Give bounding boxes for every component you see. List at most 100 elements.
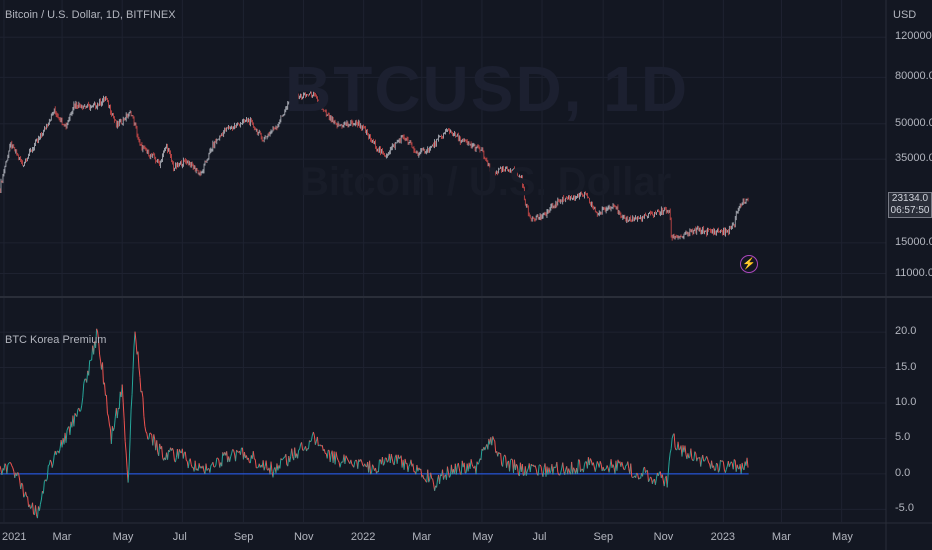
premium-segment bbox=[86, 370, 89, 383]
premium-segment bbox=[572, 467, 575, 475]
premium-segment bbox=[69, 421, 72, 435]
premium-segment bbox=[463, 462, 466, 474]
premium-segment bbox=[88, 360, 91, 376]
premium-segment bbox=[249, 455, 252, 464]
indicator-title[interactable]: BTC Korea Premium bbox=[5, 334, 107, 346]
premium-segment bbox=[684, 445, 687, 455]
premium-segment bbox=[345, 455, 348, 459]
premium-segment bbox=[573, 467, 576, 471]
premium-segment bbox=[3, 463, 6, 471]
lightning-bolt-icon[interactable]: ⚡ bbox=[740, 255, 758, 273]
premium-segment bbox=[145, 431, 148, 434]
premium-segment bbox=[383, 457, 386, 464]
premium-segment bbox=[137, 351, 140, 368]
time-tick-label: 2022 bbox=[350, 531, 376, 543]
premium-segment bbox=[128, 438, 131, 466]
premium-segment bbox=[48, 459, 51, 465]
premium-segment bbox=[595, 461, 598, 468]
premium-segment bbox=[616, 459, 619, 471]
premium-segment bbox=[82, 383, 85, 398]
premium-segment bbox=[661, 474, 664, 481]
premium-segment bbox=[205, 463, 208, 471]
premium-segment bbox=[347, 459, 350, 463]
premium-segment bbox=[310, 440, 312, 443]
symbol-title[interactable]: Bitcoin / U.S. Dollar, 1D, BITFINEX bbox=[5, 9, 176, 21]
currency-label[interactable]: USD bbox=[893, 9, 917, 21]
premium-segment bbox=[364, 463, 367, 467]
time-tick-label: Nov bbox=[293, 531, 314, 543]
premium-segment bbox=[562, 462, 565, 472]
time-tick-label: Jul bbox=[532, 531, 547, 543]
premium-segment bbox=[702, 454, 705, 462]
premium-segment bbox=[460, 460, 463, 475]
premium-segment bbox=[717, 469, 720, 473]
premium-segment bbox=[103, 382, 106, 396]
premium-segment bbox=[695, 453, 698, 462]
premium-segment bbox=[4, 463, 7, 466]
symbol-watermark: BTCUSD, 1D bbox=[285, 53, 690, 125]
premium-segment bbox=[65, 430, 68, 443]
premium-segment bbox=[715, 463, 717, 471]
premium-segment bbox=[129, 409, 132, 439]
premium-segment bbox=[716, 464, 719, 473]
premium-segment bbox=[252, 451, 255, 460]
premium-segment bbox=[542, 467, 545, 477]
premium-segment bbox=[434, 485, 437, 491]
premium-segment bbox=[10, 463, 13, 466]
premium-segment bbox=[310, 434, 313, 441]
premium-segment bbox=[134, 331, 137, 342]
premium-segment bbox=[477, 462, 480, 465]
premium-segment bbox=[548, 467, 551, 474]
premium-segment bbox=[344, 455, 347, 465]
premium-segment bbox=[651, 480, 654, 484]
premium-segment bbox=[18, 474, 21, 481]
premium-segment bbox=[146, 433, 149, 440]
premium-segment bbox=[720, 459, 722, 462]
premium-segment bbox=[239, 448, 242, 455]
premium-segment bbox=[95, 328, 98, 348]
premium-segment bbox=[746, 457, 749, 468]
premium-segment bbox=[158, 443, 161, 456]
premium-segment bbox=[648, 479, 650, 483]
time-tick-label: Mar bbox=[412, 531, 432, 543]
premium-segment bbox=[711, 460, 714, 468]
premium-segment bbox=[439, 474, 442, 485]
premium-segment bbox=[556, 462, 559, 473]
premium-segment bbox=[285, 454, 288, 465]
premium-segment bbox=[171, 448, 174, 452]
premium-segment bbox=[263, 466, 266, 471]
premium-segment bbox=[138, 367, 141, 378]
premium-segment bbox=[668, 452, 671, 462]
premium-segment bbox=[638, 477, 641, 480]
premium-segment bbox=[118, 391, 121, 409]
premium-segment bbox=[121, 384, 124, 403]
premium-segment bbox=[42, 481, 45, 494]
premium-segment bbox=[51, 463, 54, 468]
premium-segment bbox=[700, 459, 703, 467]
premium-segment bbox=[385, 457, 388, 463]
premium-segment bbox=[537, 465, 540, 476]
premium-segment bbox=[445, 466, 448, 480]
price-tick-label: 15000.0 bbox=[895, 235, 932, 248]
premium-segment bbox=[7, 462, 10, 465]
premium-segment bbox=[624, 465, 627, 470]
time-tick-label: Mar bbox=[771, 531, 791, 543]
premium-segment bbox=[391, 458, 394, 464]
premium-segment bbox=[654, 478, 657, 485]
premium-segment bbox=[198, 463, 201, 469]
price-tick-label: 35000.0 bbox=[895, 152, 932, 165]
premium-segment bbox=[131, 369, 134, 395]
premium-segment bbox=[484, 446, 487, 451]
premium-segment bbox=[360, 459, 363, 462]
premium-segment bbox=[247, 457, 250, 463]
premium-segment bbox=[243, 451, 246, 459]
premium-segment bbox=[329, 454, 332, 462]
premium-segment bbox=[283, 456, 286, 459]
premium-segment bbox=[673, 433, 676, 448]
premium-segment bbox=[539, 464, 542, 467]
premium-segment bbox=[23, 495, 26, 498]
premium-segment bbox=[153, 434, 156, 440]
premium-segment bbox=[382, 463, 385, 466]
premium-segment bbox=[52, 455, 55, 464]
